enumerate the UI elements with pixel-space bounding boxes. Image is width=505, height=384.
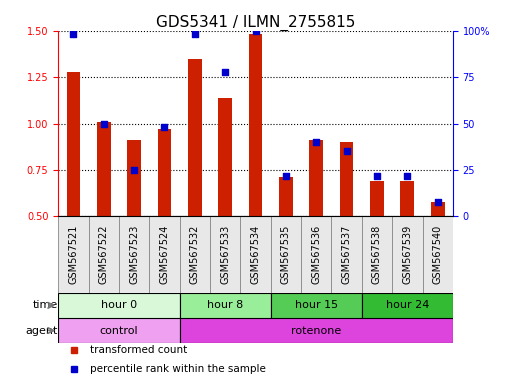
Bar bbox=[240, 217, 270, 293]
Text: GSM567537: GSM567537 bbox=[341, 225, 351, 284]
Point bbox=[160, 124, 168, 131]
Point bbox=[372, 172, 380, 179]
Text: rotenone: rotenone bbox=[290, 326, 341, 336]
Bar bbox=[119, 217, 149, 293]
Text: hour 8: hour 8 bbox=[207, 300, 243, 310]
Bar bbox=[127, 140, 140, 217]
Bar bbox=[339, 142, 352, 217]
Text: hour 0: hour 0 bbox=[100, 300, 137, 310]
Bar bbox=[300, 217, 331, 293]
Bar bbox=[430, 202, 444, 217]
Point bbox=[251, 28, 259, 34]
Bar bbox=[361, 217, 391, 293]
Point bbox=[130, 167, 138, 173]
Text: GSM567521: GSM567521 bbox=[68, 225, 78, 284]
Bar bbox=[279, 177, 292, 217]
Bar bbox=[210, 217, 240, 293]
Bar bbox=[179, 318, 452, 343]
Text: agent: agent bbox=[26, 326, 58, 336]
Bar bbox=[391, 217, 422, 293]
Bar bbox=[331, 217, 361, 293]
Text: hour 24: hour 24 bbox=[385, 300, 428, 310]
Bar bbox=[179, 217, 210, 293]
Text: hour 15: hour 15 bbox=[294, 300, 337, 310]
Text: time: time bbox=[33, 300, 58, 310]
Text: GSM567522: GSM567522 bbox=[98, 225, 109, 284]
Text: GSM567539: GSM567539 bbox=[401, 225, 412, 284]
Bar bbox=[248, 35, 262, 217]
Bar bbox=[270, 293, 361, 318]
Bar bbox=[58, 318, 179, 343]
Bar bbox=[270, 217, 300, 293]
Bar bbox=[179, 293, 270, 318]
Bar bbox=[361, 293, 452, 318]
Text: control: control bbox=[99, 326, 138, 336]
Point bbox=[433, 199, 441, 205]
Bar bbox=[400, 181, 414, 217]
Point bbox=[99, 121, 108, 127]
Bar bbox=[58, 293, 179, 318]
Bar bbox=[370, 181, 383, 217]
Text: GSM567523: GSM567523 bbox=[129, 225, 139, 284]
Text: GSM567534: GSM567534 bbox=[250, 225, 260, 284]
Point bbox=[402, 172, 411, 179]
Point bbox=[221, 68, 229, 74]
Text: GSM567538: GSM567538 bbox=[371, 225, 381, 284]
Bar bbox=[158, 129, 171, 217]
Bar bbox=[58, 217, 88, 293]
Point bbox=[69, 31, 77, 38]
Bar bbox=[188, 59, 201, 217]
Point bbox=[281, 172, 289, 179]
Bar bbox=[309, 140, 323, 217]
Title: GDS5341 / ILMN_2755815: GDS5341 / ILMN_2755815 bbox=[156, 15, 355, 31]
Point bbox=[190, 31, 198, 38]
Text: GSM567524: GSM567524 bbox=[159, 225, 169, 284]
Text: transformed count: transformed count bbox=[89, 346, 187, 356]
Bar bbox=[218, 98, 232, 217]
Point bbox=[312, 139, 320, 145]
Bar bbox=[97, 122, 111, 217]
Bar bbox=[88, 217, 119, 293]
Text: GSM567533: GSM567533 bbox=[220, 225, 230, 284]
Bar bbox=[67, 71, 80, 217]
Text: GSM567535: GSM567535 bbox=[280, 225, 290, 284]
Point bbox=[342, 148, 350, 154]
Bar bbox=[149, 217, 179, 293]
Text: GSM567532: GSM567532 bbox=[189, 225, 199, 284]
Text: percentile rank within the sample: percentile rank within the sample bbox=[89, 364, 265, 374]
Text: GSM567540: GSM567540 bbox=[432, 225, 442, 284]
Bar bbox=[422, 217, 452, 293]
Text: GSM567536: GSM567536 bbox=[311, 225, 321, 284]
